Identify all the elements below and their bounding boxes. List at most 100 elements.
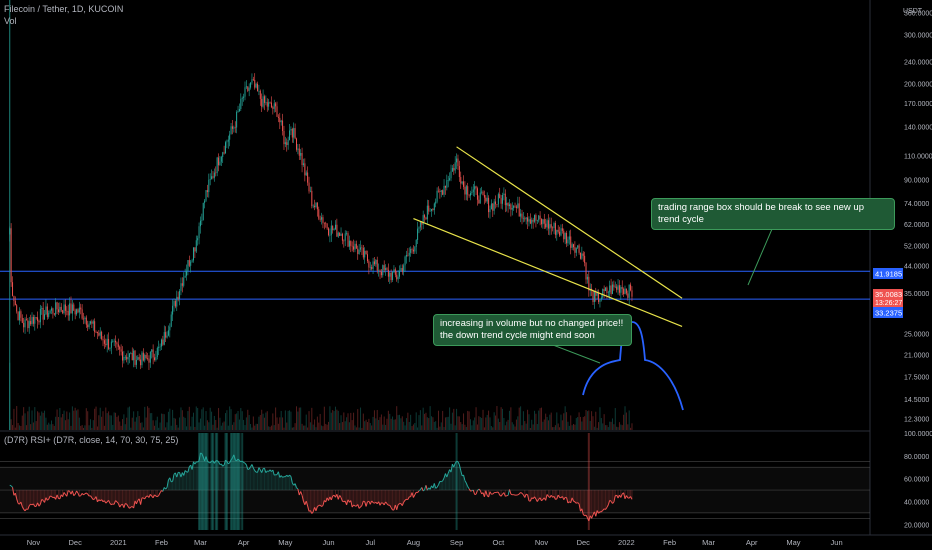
candle-body (332, 225, 334, 231)
candlestick-series (9, 0, 633, 430)
rsi-line-segment (577, 502, 580, 505)
volume-bar (578, 412, 580, 430)
rsi-line-segment (130, 505, 133, 508)
candle-body (121, 351, 123, 361)
volume-bar (354, 425, 356, 430)
volume-bar (540, 407, 542, 430)
time-axis[interactable]: Nov Dec 2021 Feb Mar Apr May Jun Jul Aug Sep Oct Nov… (27, 538, 843, 547)
price-axis[interactable]: 360.0000 300.0000 240.0000 200.0000 170.0000… (904, 11, 932, 530)
candle-body (481, 191, 483, 193)
candle-body (60, 306, 62, 311)
candle-body (348, 240, 350, 247)
candle-body (536, 220, 538, 221)
candle-body (525, 217, 527, 220)
volume-bar (373, 410, 375, 430)
volume-bar (172, 409, 174, 430)
volume-bar (71, 406, 73, 430)
volume-bar (45, 417, 47, 430)
candle-body (358, 249, 360, 255)
rsi-line-segment (503, 492, 506, 497)
volume-bar (117, 415, 119, 430)
candle-body (449, 178, 451, 180)
candle-body (421, 221, 423, 225)
candle-body (44, 314, 46, 320)
rsi-extreme-highlight (230, 433, 233, 530)
volume-bar (514, 426, 516, 430)
volume-bar (464, 424, 466, 430)
rsi-line-segment (71, 490, 75, 496)
candle-body (362, 248, 364, 258)
volume-bar (123, 414, 125, 430)
price-tick-label: 200.0000 (904, 81, 932, 88)
candle-body (24, 319, 26, 328)
volume-bar (179, 417, 181, 430)
candle-body (234, 127, 236, 128)
candle-body (268, 102, 270, 107)
volume-bar (276, 417, 278, 430)
candle-body (600, 297, 602, 300)
volume-bar (259, 415, 261, 430)
price-tick-label: 21.0000 (904, 352, 929, 359)
rsi-line-segment (44, 497, 47, 503)
candle-body (557, 229, 559, 232)
rsi-line-segment (372, 502, 375, 504)
volume-bar (244, 425, 246, 430)
candle-body (616, 286, 618, 290)
volume-bar (358, 427, 360, 430)
volume-bar (145, 417, 147, 430)
candle-body (417, 228, 419, 240)
rsi-line-segment (453, 463, 456, 468)
volume-bar (165, 427, 167, 430)
volume-bar (91, 427, 93, 430)
volume-bar (478, 416, 480, 430)
candle-body (369, 266, 371, 268)
rsi-line-segment (267, 470, 269, 472)
volume-bar (390, 418, 392, 430)
candle-body (166, 335, 168, 338)
volume-bar (116, 416, 118, 430)
volume-bar (209, 407, 211, 430)
volume-bar (308, 411, 310, 430)
volume-bar (628, 410, 630, 430)
breakout-note[interactable]: trading range box should be break to see… (651, 198, 895, 230)
rsi-extreme-highlight (202, 433, 205, 530)
volume-bar (279, 417, 281, 430)
rsi-line-segment (63, 492, 66, 495)
candle-body (495, 201, 497, 205)
candle-body (39, 308, 41, 323)
candle-body (270, 102, 272, 108)
candle-body (275, 103, 277, 107)
candle-body (186, 270, 188, 276)
volume-bar (347, 413, 349, 430)
rsi-line-segment (111, 503, 114, 506)
rsi-tick-label: 60.0000 (904, 477, 929, 484)
volume-bar (287, 410, 289, 430)
candle-body (94, 321, 96, 332)
volume-note[interactable]: increasing in volume but no changed pric… (433, 314, 632, 346)
candle-body (159, 346, 161, 348)
volume-bar (64, 420, 66, 430)
volume-arc-drawing[interactable] (582, 321, 684, 411)
rsi-line-segment (296, 487, 299, 490)
volume-bar (382, 424, 384, 430)
candle-body (520, 213, 522, 217)
time-tick-label: 2021 (110, 538, 127, 547)
rsi-line-segment (396, 504, 399, 510)
rsi-line-segment (162, 487, 165, 492)
rsi-line-segment (581, 508, 584, 515)
candle-body (392, 272, 394, 280)
rsi-line-segment (574, 501, 577, 504)
volume-bar (588, 410, 590, 430)
candle-body (152, 349, 154, 358)
volume-bar (273, 425, 275, 430)
rsi-tick-label: 20.0000 (904, 522, 929, 529)
rsi-tick-label: 100.0000 (904, 431, 932, 438)
candle-body (588, 276, 590, 291)
volume-bar (142, 427, 144, 430)
rsi-extreme-highlight (587, 433, 590, 530)
candle-body (52, 308, 54, 314)
volume-bar (41, 411, 43, 430)
volume-bar (51, 420, 53, 430)
volume-bar (212, 424, 214, 430)
